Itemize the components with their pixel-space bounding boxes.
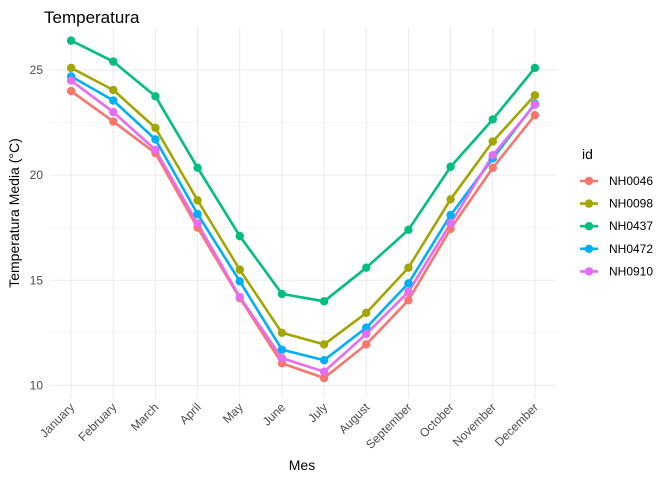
data-point-nh0046 (319, 373, 329, 383)
data-point-nh0437 (446, 162, 455, 171)
x-tick-label: August (336, 400, 373, 437)
x-tick-label: February (76, 400, 120, 444)
legend-key-point (584, 199, 594, 208)
data-point-nh0098 (109, 85, 118, 95)
data-point-nh0472 (109, 96, 118, 105)
data-point-nh0437 (530, 63, 540, 73)
data-point-nh0098 (446, 195, 455, 204)
x-tick-label: September (363, 400, 414, 451)
legend-label: NH0910 (609, 264, 653, 278)
data-point-nh0910 (193, 219, 202, 228)
chart-title: Temperatura (44, 8, 140, 27)
data-point-nh0472 (151, 135, 160, 144)
data-point-nh0910 (277, 353, 287, 363)
y-axis-ticks: 10 15 20 25 (30, 63, 44, 392)
legend-label: NH0472 (609, 242, 653, 256)
series-line-nh0472 (70, 75, 536, 362)
data-point-nh0472 (193, 209, 202, 219)
grid (50, 28, 556, 398)
legend-label: NH0046 (609, 174, 653, 188)
data-point-nh0046 (488, 163, 497, 173)
data-point-nh0098 (362, 308, 371, 318)
legend-key-point (584, 176, 594, 186)
data-point-nh0098 (530, 91, 540, 100)
data-point-nh0098 (404, 263, 413, 272)
legend: id NH0046 NH0098 NH0437 NH0472 NH0910 (580, 146, 653, 278)
x-tick-label: May (220, 400, 246, 426)
data-point-nh0437 (362, 263, 371, 272)
x-axis-title: Mes (289, 457, 315, 473)
series-lines (70, 39, 536, 380)
legend-key-point (584, 244, 594, 253)
data-point-nh0472 (235, 277, 244, 286)
data-point-nh0437 (193, 163, 202, 173)
data-point-nh0437 (319, 297, 329, 306)
x-tick-label: July (305, 400, 330, 425)
series-line-nh0098 (70, 66, 536, 346)
data-point-nh0437 (488, 115, 497, 124)
x-tick-label: October (417, 400, 457, 440)
data-point-nh0098 (277, 328, 287, 338)
y-tick-label: 25 (30, 63, 44, 77)
legend-item-nh0098: NH0098 (580, 197, 653, 211)
data-point-nh0098 (151, 123, 160, 133)
data-point-nh0910 (109, 107, 118, 117)
data-point-nh0046 (109, 117, 118, 126)
data-point-nh0098 (488, 137, 497, 146)
data-point-nh0910 (530, 100, 540, 109)
data-point-nh0046 (362, 340, 371, 349)
data-point-nh0910 (66, 76, 76, 85)
data-point-nh0910 (488, 150, 497, 160)
legend-key-point (584, 222, 594, 231)
series-line-nh0910 (70, 79, 536, 373)
x-tick-label: March (128, 400, 161, 433)
data-point-nh0437 (277, 289, 287, 299)
data-point-nh0437 (404, 225, 413, 235)
series-points (66, 36, 540, 383)
y-axis-title: Temperatura Media (°C) (6, 138, 22, 288)
x-tick-label: April (177, 400, 204, 427)
data-point-nh0472 (362, 323, 371, 332)
legend-item-nh0472: NH0472 (580, 242, 653, 256)
legend-label: NH0437 (609, 219, 653, 233)
x-tick-label: January (37, 400, 77, 440)
data-point-nh0098 (193, 196, 202, 205)
x-tick-label: December (492, 400, 541, 449)
series-line-nh0046 (70, 90, 536, 380)
data-point-nh0437 (109, 57, 118, 66)
data-point-nh0472 (404, 279, 413, 288)
legend-item-nh0046: NH0046 (580, 174, 653, 188)
legend-key-point (584, 267, 594, 276)
legend-title: id (582, 146, 593, 162)
data-point-nh0046 (404, 296, 413, 305)
data-point-nh0910 (404, 287, 413, 297)
data-point-nh0046 (66, 86, 76, 96)
data-point-nh0910 (362, 329, 371, 339)
y-tick-label: 20 (30, 168, 44, 182)
data-point-nh0910 (319, 367, 329, 376)
y-tick-label: 10 (30, 378, 44, 392)
data-point-nh0472 (277, 345, 287, 354)
x-tick-label: June (260, 400, 289, 429)
legend-item-nh0910: NH0910 (580, 264, 653, 278)
x-tick-label: November (450, 400, 499, 449)
data-point-nh0046 (530, 111, 540, 120)
data-point-nh0910 (235, 292, 244, 302)
data-point-nh0472 (319, 355, 329, 365)
y-tick-label: 15 (30, 273, 44, 287)
data-point-nh0098 (319, 340, 329, 349)
data-point-nh0910 (151, 145, 160, 155)
data-point-nh0098 (235, 265, 244, 274)
data-point-nh0910 (446, 219, 455, 228)
legend-item-nh0437: NH0437 (580, 219, 653, 233)
data-point-nh0472 (446, 210, 455, 220)
data-point-nh0437 (235, 231, 244, 241)
data-point-nh0437 (151, 92, 160, 101)
legend-label: NH0098 (609, 197, 653, 211)
series-line-nh0437 (70, 39, 536, 303)
data-point-nh0098 (66, 63, 76, 73)
data-point-nh0437 (66, 36, 76, 45)
